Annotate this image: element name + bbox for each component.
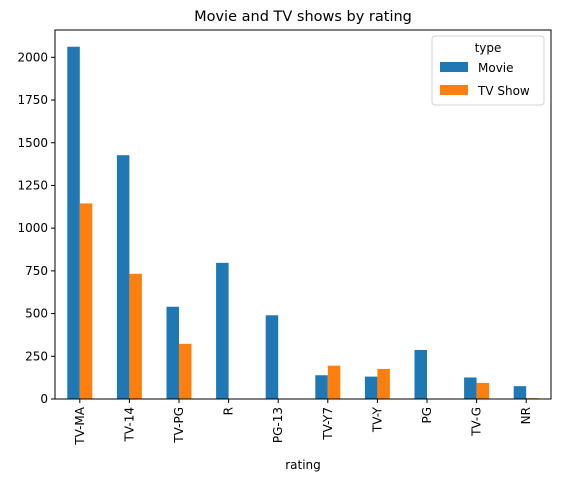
legend-label-tv-show: TV Show bbox=[477, 84, 530, 98]
bar-movie bbox=[166, 306, 179, 399]
bar-movie bbox=[513, 386, 527, 399]
y-tick-label: 2000 bbox=[17, 50, 48, 64]
legend-label-movie: Movie bbox=[478, 61, 514, 75]
x-tick-label: TV-MA bbox=[73, 406, 87, 446]
legend-swatch-tv-show bbox=[440, 85, 468, 95]
y-tick-label: 1750 bbox=[17, 93, 48, 107]
bar-tv-show bbox=[129, 273, 142, 399]
x-tick-label: PG-13 bbox=[271, 407, 285, 443]
bar-tv-show bbox=[79, 203, 93, 399]
x-tick-label: TV-14 bbox=[122, 407, 136, 442]
x-tick-label: TV-PG bbox=[172, 407, 186, 444]
bar-movie bbox=[364, 376, 378, 399]
bar-movie bbox=[265, 315, 279, 399]
y-tick-label: 0 bbox=[40, 392, 48, 406]
bar-movie bbox=[116, 155, 130, 399]
legend-swatch-movie bbox=[440, 62, 468, 72]
bar-tv-show bbox=[377, 368, 390, 399]
x-axis-title: rating bbox=[285, 458, 321, 472]
bar-movie bbox=[216, 262, 229, 399]
y-tick-label: 250 bbox=[25, 349, 48, 363]
x-tick-label: NR bbox=[519, 407, 533, 424]
y-tick-label: 750 bbox=[25, 264, 48, 278]
legend: type Movie TV Show bbox=[431, 35, 545, 106]
plot-area: 0 250 500 750 1000 1250 1500 1750 2000 TV-MA TV-14… bbox=[17, 29, 552, 446]
x-tick-label: PG bbox=[420, 407, 434, 424]
y-tick-label: 1250 bbox=[17, 178, 48, 192]
chart-title: Movie and TV shows by rating bbox=[194, 9, 412, 25]
bar-movie bbox=[464, 377, 477, 399]
bar-tv-show bbox=[179, 343, 192, 399]
x-tick-label: TV-G bbox=[470, 407, 484, 437]
y-tick-label: 500 bbox=[25, 307, 48, 321]
x-tick-label: TV-Y bbox=[370, 406, 384, 433]
bar-movie bbox=[414, 349, 427, 399]
y-tick-label: 1500 bbox=[17, 136, 48, 150]
bar-movie bbox=[67, 46, 80, 400]
x-tick-label: TV-Y7 bbox=[321, 407, 335, 441]
y-tick-label: 1000 bbox=[17, 221, 48, 235]
axes-frame bbox=[54, 29, 552, 400]
legend-title: type bbox=[475, 41, 502, 55]
bar-tv-show bbox=[327, 365, 341, 399]
bar-tv-show bbox=[476, 382, 490, 399]
bar-movie bbox=[315, 375, 328, 399]
x-tick-label: R bbox=[222, 407, 236, 415]
